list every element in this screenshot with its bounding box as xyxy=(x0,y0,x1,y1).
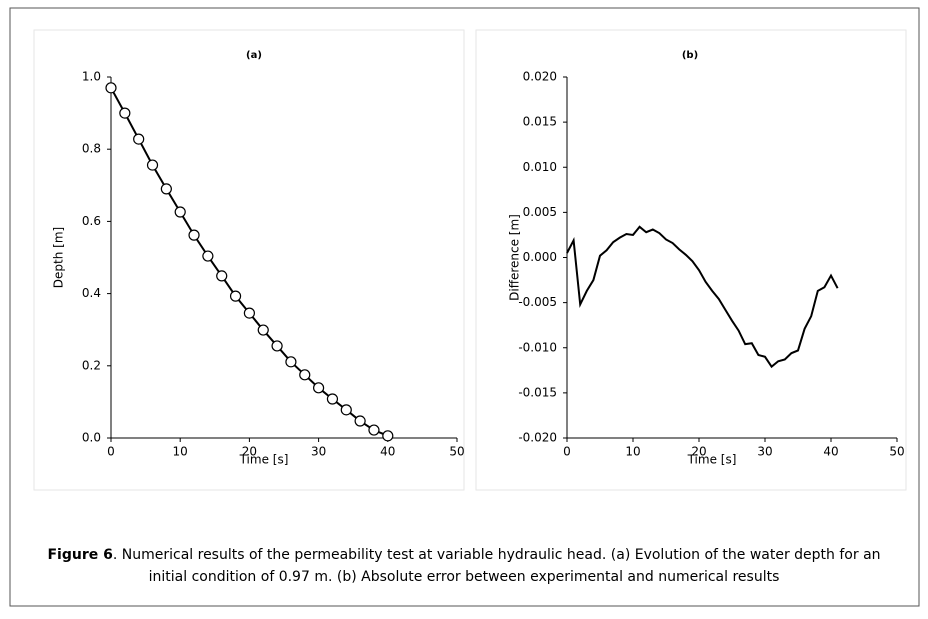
y-tick-label: 0.6 xyxy=(82,214,101,228)
y-tick-label: 0.8 xyxy=(82,142,101,156)
data-point xyxy=(340,404,352,416)
caption-label: Figure 6 xyxy=(47,547,113,563)
x-tick-label: 0 xyxy=(563,445,571,459)
data-point xyxy=(119,107,131,119)
y-tick-label: 1.0 xyxy=(82,70,101,84)
data-point xyxy=(257,324,269,336)
data-point xyxy=(105,82,117,94)
data-point xyxy=(133,133,145,145)
x-tick-label: 0 xyxy=(107,445,115,459)
x-tick-label: 10 xyxy=(625,445,640,459)
y-tick-label: 0.4 xyxy=(82,286,101,300)
y-tick-label: -0.005 xyxy=(518,295,557,309)
y-tick-label: 0.005 xyxy=(523,205,557,219)
data-point xyxy=(202,250,214,262)
x-tick-label: 40 xyxy=(823,445,838,459)
y-tick-label: 0.015 xyxy=(523,115,557,129)
data-point xyxy=(299,369,311,381)
data-line xyxy=(566,225,839,369)
x-axis-label: Time [s] xyxy=(239,453,289,467)
y-axis-label: Depth [m] xyxy=(52,227,66,288)
data-point xyxy=(229,290,242,302)
x-tick-label: 30 xyxy=(757,445,772,459)
data-point xyxy=(216,270,228,282)
chart-title: (b) xyxy=(682,50,698,61)
data-point xyxy=(160,183,172,195)
caption: Figure 6. Numerical results of the perme… xyxy=(34,544,894,588)
y-tick-label: -0.010 xyxy=(518,340,557,354)
data-point xyxy=(243,307,255,319)
data-point xyxy=(326,393,339,405)
figure-border xyxy=(9,7,920,607)
x-tick-label: 20 xyxy=(242,445,257,459)
data-point xyxy=(174,206,186,218)
y-tick-label: 0.000 xyxy=(523,250,557,264)
y-tick-label: -0.020 xyxy=(518,431,557,445)
data-point xyxy=(285,356,297,368)
x-tick-label: 50 xyxy=(449,445,464,459)
panel-frame xyxy=(33,29,465,491)
x-tick-label: 50 xyxy=(889,445,904,459)
data-point xyxy=(313,382,325,394)
panel-frame xyxy=(475,29,907,491)
data-point xyxy=(354,415,366,427)
x-axis-label: Time [s] xyxy=(687,453,737,467)
x-tick-label: 10 xyxy=(173,445,188,459)
y-tick-label: 0.010 xyxy=(523,160,557,174)
x-tick-label: 20 xyxy=(691,445,706,459)
x-tick-label: 40 xyxy=(380,445,395,459)
data-point xyxy=(188,229,200,241)
chart-title: (a) xyxy=(246,50,262,61)
data-line xyxy=(110,87,389,437)
y-tick-label: 0.2 xyxy=(82,358,101,372)
x-tick-label: 30 xyxy=(311,445,326,459)
data-point xyxy=(382,430,394,442)
y-axis-label: Difference [m] xyxy=(508,214,522,301)
y-tick-label: 0.020 xyxy=(523,70,557,84)
data-point xyxy=(368,424,380,436)
y-tick-label: 0.0 xyxy=(82,431,101,445)
data-point xyxy=(146,159,159,171)
data-point xyxy=(271,340,283,352)
y-tick-label: -0.015 xyxy=(518,385,557,399)
caption-text: . Numerical results of the permeability … xyxy=(112,547,881,585)
